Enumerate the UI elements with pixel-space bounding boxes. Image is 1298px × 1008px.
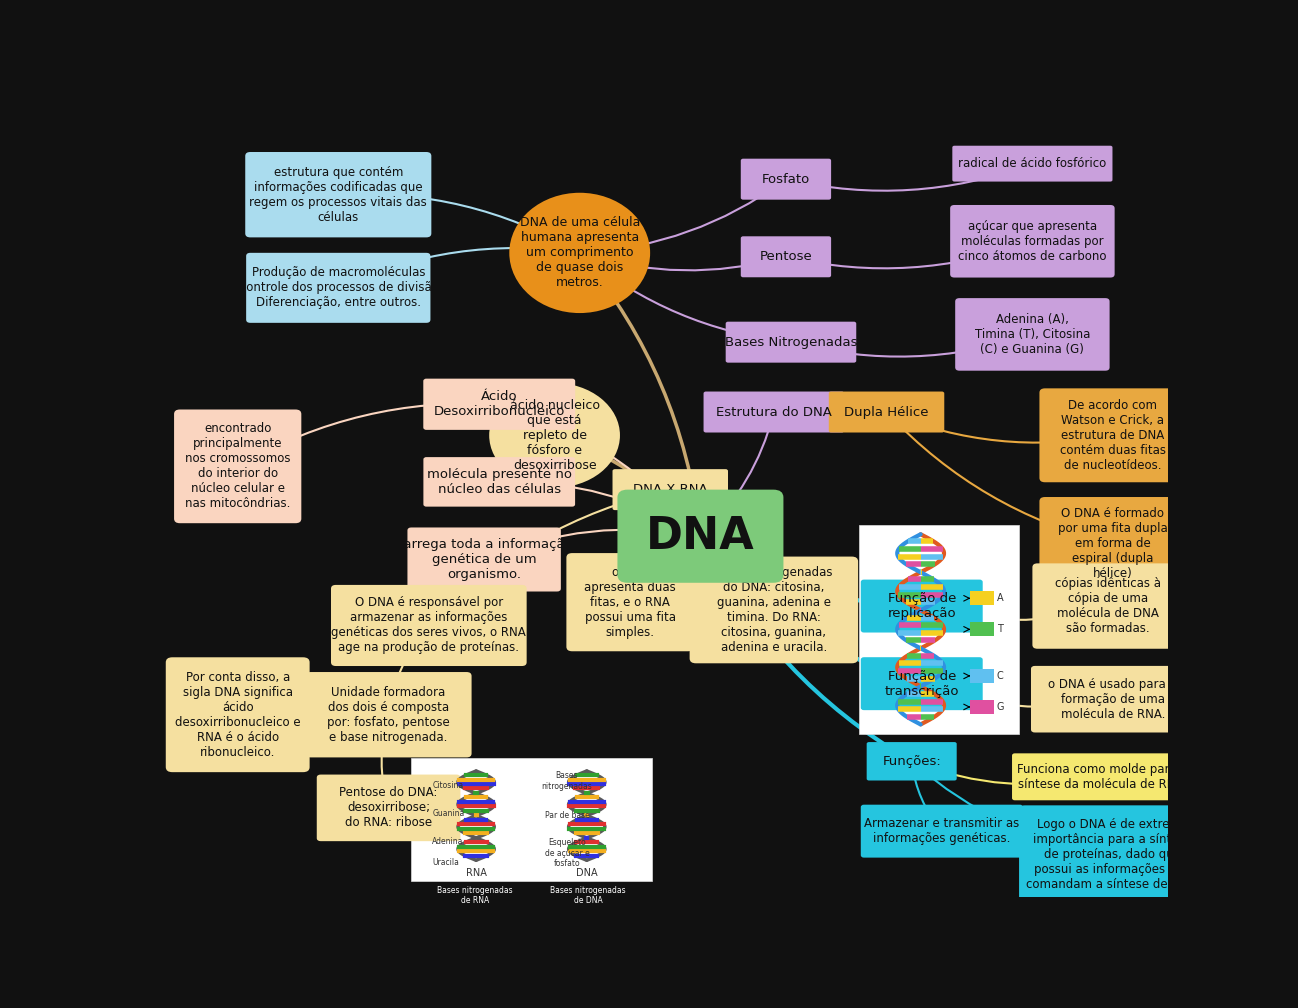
FancyBboxPatch shape [741,158,831,200]
Text: Armazenar e transmitir as
informações genéticas.: Armazenar e transmitir as informações ge… [864,817,1019,845]
Text: Fosfato: Fosfato [762,172,810,185]
Text: G: G [997,702,1005,712]
FancyBboxPatch shape [970,700,994,714]
Text: Bases Nitrogenadas: Bases Nitrogenadas [724,336,857,349]
Text: O DNA é formado
por uma fita dupla
em forma de
espiral (dupla
hélice): O DNA é formado por uma fita dupla em fo… [1058,507,1168,581]
Text: Bases
nitrogenadas: Bases nitrogenadas [541,771,592,790]
Text: o DNA é usado para a
formação de uma
molécula de RNA.: o DNA é usado para a formação de uma mol… [1049,677,1177,721]
FancyBboxPatch shape [331,585,527,666]
Text: molécula presente no
núcleo das células: molécula presente no núcleo das células [427,468,571,496]
FancyBboxPatch shape [970,622,994,636]
FancyBboxPatch shape [861,804,1023,858]
Text: Funciona como molde para a
síntese da molécula de RNA.: Funciona como molde para a síntese da mo… [1018,763,1188,791]
Text: Bases nitrogenadas
do DNA: citosina,
guanina, adenina e
timina. Do RNA:
citosina: Bases nitrogenadas do DNA: citosina, gua… [715,565,832,654]
Text: Bases nitrogenadas
de RNA: Bases nitrogenadas de RNA [437,886,513,905]
Text: carrega toda a informação
genética de um
organismo.: carrega toda a informação genética de um… [396,538,572,581]
FancyBboxPatch shape [618,490,784,583]
Text: Função de
replicação: Função de replicação [888,592,957,620]
FancyBboxPatch shape [1032,563,1184,649]
Text: açúcar que apresenta
moléculas formadas por
cinco átomos de carbono: açúcar que apresenta moléculas formadas … [958,220,1107,263]
Text: Esqueleto
de açúcar e
fosfato: Esqueleto de açúcar e fosfato [545,839,589,868]
Text: radical de ácido fosfórico: radical de ácido fosfórico [958,157,1106,170]
Text: O DNA é responsável por
armazenar as informações
genéticas dos seres vivos, o RN: O DNA é responsável por armazenar as inf… [331,597,526,654]
Text: o DNA
apresenta duas
fitas, e o RNA
possui uma fita
simples.: o DNA apresenta duas fitas, e o RNA poss… [584,565,676,639]
FancyBboxPatch shape [245,152,431,238]
Text: cópias idênticas à
cópia de uma
molécula de DNA
são formadas.: cópias idênticas à cópia de uma molécula… [1055,577,1160,635]
Text: Adenina: Adenina [432,837,463,846]
FancyBboxPatch shape [861,580,983,633]
Text: ácido nucleico
que está
repleto de
fósforo e
desoxirribose: ácido nucleico que está repleto de fósfo… [510,399,600,472]
Text: Logo o DNA é de extrema
importância para a síntese
de proteínas, dado que
possui: Logo o DNA é de extrema importância para… [1025,817,1199,891]
FancyBboxPatch shape [970,592,994,605]
Text: Bases nitrogenadas
de DNA: Bases nitrogenadas de DNA [550,886,626,905]
FancyBboxPatch shape [861,657,983,711]
FancyBboxPatch shape [859,525,1019,734]
Text: estrutura que contém
informações codificadas que
regem os processos vitais das
c: estrutura que contém informações codific… [249,165,427,224]
FancyBboxPatch shape [1040,497,1186,591]
FancyBboxPatch shape [305,672,471,757]
FancyBboxPatch shape [423,457,575,507]
FancyBboxPatch shape [423,379,575,429]
Text: DNA X RNA: DNA X RNA [633,483,707,496]
Text: A: A [997,594,1003,604]
Ellipse shape [509,193,650,313]
FancyBboxPatch shape [704,391,844,432]
Text: C: C [997,671,1003,681]
Text: DNA: DNA [646,515,755,557]
FancyBboxPatch shape [1040,388,1186,482]
Text: Unidade formadora
dos dois é composta
por: fosfato, pentose
e base nitrogenada.: Unidade formadora dos dois é composta po… [327,685,450,744]
Text: Funções:: Funções: [883,755,941,768]
Text: De acordo com
Watson e Crick, a
estrutura de DNA
contém duas fitas
de nucleotíde: De acordo com Watson e Crick, a estrutur… [1060,399,1166,472]
FancyBboxPatch shape [408,527,561,592]
Text: Estrutura do DNA: Estrutura do DNA [716,405,832,418]
FancyBboxPatch shape [867,742,957,780]
Text: RNA: RNA [466,869,487,878]
Text: Dupla Hélice: Dupla Hélice [844,405,929,418]
Text: Produção de macromoléculas
Controle dos processos de divisão
Diferenciação, entr: Produção de macromoléculas Controle dos … [238,266,439,309]
FancyBboxPatch shape [566,553,693,651]
FancyBboxPatch shape [411,758,652,881]
FancyBboxPatch shape [689,556,858,663]
FancyBboxPatch shape [1019,805,1207,903]
Text: Função de
transcrição: Função de transcrição [884,669,959,698]
Text: Uracila: Uracila [432,859,459,867]
Text: Citosina: Citosina [432,781,463,790]
FancyBboxPatch shape [613,469,728,510]
Text: T: T [997,624,1002,634]
Text: Adenina (A),
Timina (T), Citosina
(C) e Guanina (G): Adenina (A), Timina (T), Citosina (C) e … [975,312,1090,356]
Text: encontrado
principalmente
nos cromossomos
do interior do
núcleo celular e
nas mi: encontrado principalmente nos cromossomo… [184,422,291,510]
FancyBboxPatch shape [726,322,857,363]
FancyBboxPatch shape [829,391,944,432]
Text: Por conta disso, a
sigla DNA significa
ácido
desoxirribonucleico e
RNA é o ácido: Por conta disso, a sigla DNA significa á… [175,670,301,759]
FancyBboxPatch shape [950,205,1115,277]
Text: Pentose do DNA:
desoxirribose;
do RNA: ribose: Pentose do DNA: desoxirribose; do RNA: r… [339,786,437,830]
FancyBboxPatch shape [953,146,1112,181]
Ellipse shape [489,383,620,488]
Text: Guanina: Guanina [432,809,465,817]
Text: DNA: DNA [576,869,597,878]
Text: DNA de uma célula
humana apresenta
um comprimento
de quase dois
metros.: DNA de uma célula humana apresenta um co… [519,217,640,289]
FancyBboxPatch shape [166,657,310,772]
Text: Ácido
Desoxirribonucleico: Ácido Desoxirribonucleico [434,390,565,418]
FancyBboxPatch shape [955,298,1110,371]
FancyBboxPatch shape [317,774,461,841]
FancyBboxPatch shape [247,253,431,323]
Text: Pentose: Pentose [759,250,813,263]
FancyBboxPatch shape [174,409,301,523]
FancyBboxPatch shape [970,669,994,682]
FancyBboxPatch shape [741,236,831,277]
FancyBboxPatch shape [1031,666,1194,733]
FancyBboxPatch shape [1012,753,1194,800]
Text: Par de base: Par de base [545,811,589,821]
